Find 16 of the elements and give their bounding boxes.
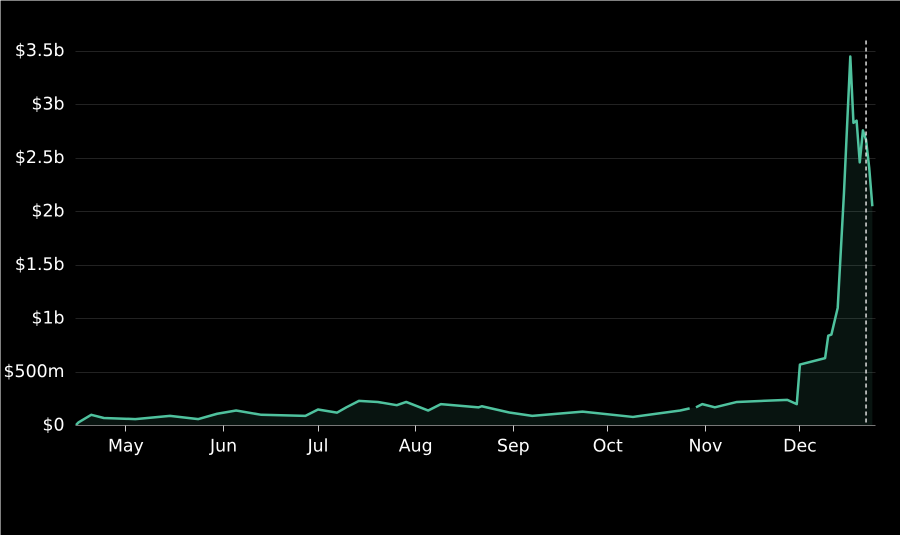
y-tick-label: $1.5b [14,255,65,276]
x-tick-label: May [108,436,144,456]
y-tick-label: $3.5b [14,41,65,62]
x-tick-label: Oct [592,436,623,456]
y-tick-label: $0 [42,416,65,436]
x-tick-label: Sep [496,436,530,456]
x-tick-label: Jun [208,436,238,456]
y-tick-label: $2.5b [14,148,65,168]
y-tick-label: $1b [31,308,65,329]
y-tick-label: $500m [4,362,65,382]
y-tick-label: $3b [31,94,65,115]
x-tick-label: Aug [398,436,433,456]
x-tick-label: Nov [688,436,722,456]
x-tick-label: Dec [783,436,817,456]
y-tick-label: $2b [31,202,65,222]
x-tick-label: Jul [306,436,328,456]
